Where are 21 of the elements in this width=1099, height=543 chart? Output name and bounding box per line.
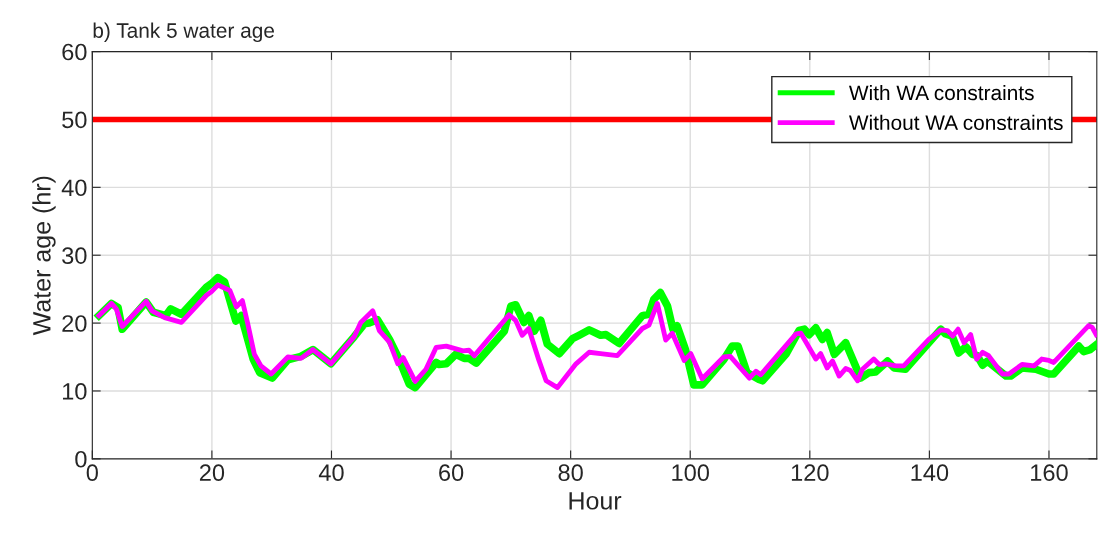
y-tick-label: 10	[63, 383, 87, 400]
y-tick-label: 0	[75, 450, 87, 468]
y-tick-label: 30	[62, 247, 87, 264]
y-axis-title: Water age (hr)	[32, 176, 56, 336]
x-tick-label: 120	[791, 464, 829, 482]
x-tick-label: 20	[199, 464, 225, 482]
y-tick-label: 20	[62, 315, 87, 332]
x-tick-label: 140	[911, 464, 949, 482]
x-tick-label: 160	[1031, 464, 1068, 482]
x-tick-label: 0	[86, 464, 98, 482]
y-tick-label: 50	[62, 111, 87, 129]
legend-label: Without WA constraints	[848, 114, 1063, 131]
y-tick-label: 40	[61, 179, 87, 197]
legend-label: With WA constraints	[848, 84, 1034, 101]
y-tick-label: 60	[62, 43, 87, 61]
x-tick-label: 100	[672, 464, 709, 482]
x-axis-title: Hour	[569, 492, 622, 510]
chart-title: b) Tank 5 water age	[93, 22, 274, 43]
x-tick-label: 60	[439, 464, 464, 482]
x-tick-label: 80	[558, 464, 583, 482]
x-tick-label: 40	[318, 464, 344, 482]
